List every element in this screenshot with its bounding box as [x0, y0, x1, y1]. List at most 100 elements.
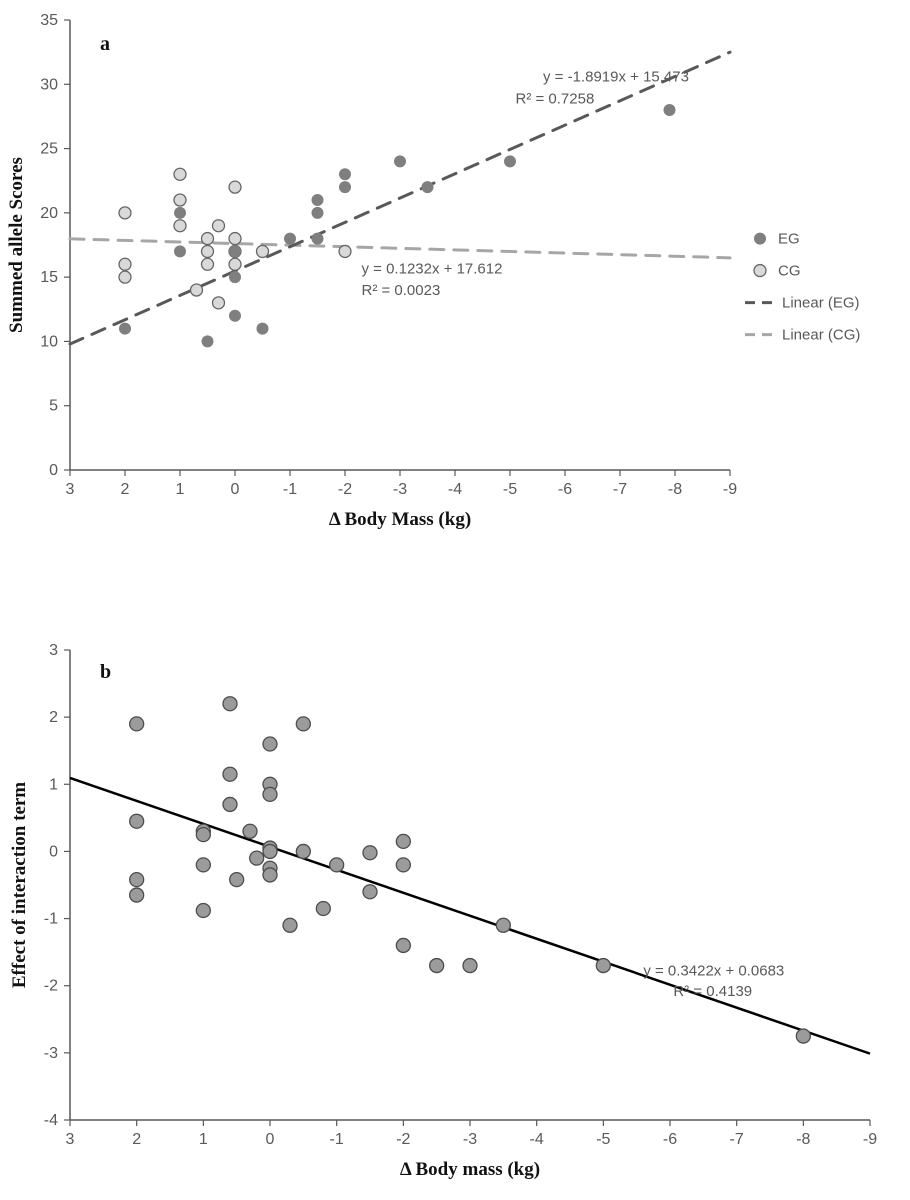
cg-point [257, 245, 269, 257]
cg-point [229, 181, 241, 193]
y-tick-label: -3 [44, 1045, 58, 1062]
eg-point [312, 194, 324, 206]
x-tick-label: -9 [863, 1131, 877, 1148]
y-tick-label: -1 [44, 911, 58, 928]
data-point [796, 1029, 810, 1043]
y-tick-label: 10 [40, 333, 58, 350]
eg-point [257, 323, 269, 335]
y-axis-label: Effect of interaction term [9, 782, 30, 988]
eg-point [312, 207, 324, 219]
data-point [596, 959, 610, 973]
x-tick-label: -8 [796, 1131, 810, 1148]
legend: EGCGLinear (EG)Linear (CG) [745, 231, 860, 344]
legend-linear-eg-label: Linear (EG) [782, 295, 860, 312]
eg-point [394, 155, 406, 167]
data-point [296, 844, 310, 858]
data-point [196, 828, 210, 842]
y-tick-label: 0 [49, 462, 58, 479]
x-tick-label: -9 [723, 481, 737, 498]
cg-point [213, 220, 225, 232]
eg-point [229, 245, 241, 257]
cg-point [202, 245, 214, 257]
x-tick-label: -8 [668, 481, 682, 498]
x-tick-label: 2 [132, 1131, 141, 1148]
x-tick-label: -4 [448, 481, 462, 498]
data-point [263, 844, 277, 858]
data-point [463, 959, 477, 973]
eg-point [202, 335, 214, 347]
y-tick-label: 0 [49, 843, 58, 860]
eg-point [174, 207, 186, 219]
eg-point [119, 323, 131, 335]
eg-point [422, 181, 434, 193]
eg-point [664, 104, 676, 116]
y-tick-label: 1 [49, 776, 58, 793]
legend-cg-label: CG [778, 263, 801, 280]
panel-letter-b: b [100, 661, 111, 683]
eq-line1: y = 0.3422x + 0.0683 [643, 963, 784, 980]
cg-point [191, 284, 203, 296]
cg-point [339, 245, 351, 257]
x-tick-label: 0 [266, 1131, 275, 1148]
y-tick-label: 15 [40, 269, 58, 286]
data-point [396, 938, 410, 952]
x-tick-label: -2 [338, 481, 352, 498]
panel-a: 051015202530353210-1-2-3-4-5-6-7-8-9Δ Bo… [6, 12, 860, 530]
y-tick-label: -2 [44, 978, 58, 995]
y-tick-label: 5 [49, 398, 58, 415]
x-tick-label: -1 [330, 1131, 344, 1148]
cg-point [202, 233, 214, 245]
data-point [223, 767, 237, 781]
y-tick-label: 2 [49, 709, 58, 726]
eg-point [174, 245, 186, 257]
eq-eg-line2: R² = 0.7258 [516, 91, 595, 108]
y-tick-label: -4 [44, 1112, 58, 1129]
x-tick-label: -2 [396, 1131, 410, 1148]
x-tick-label: -5 [596, 1131, 610, 1148]
eg-point [339, 181, 351, 193]
data-point [196, 858, 210, 872]
data-point [363, 885, 377, 899]
trend-line [70, 778, 870, 1054]
x-tick-label: 1 [176, 481, 185, 498]
data-point [130, 814, 144, 828]
cg-point [202, 258, 214, 270]
x-tick-label: -4 [530, 1131, 544, 1148]
cg-point [119, 258, 131, 270]
data-point [363, 846, 377, 860]
eg-point [229, 271, 241, 283]
eg-point [312, 233, 324, 245]
cg-point [229, 258, 241, 270]
data-point [250, 851, 264, 865]
cg-point [119, 207, 131, 219]
y-tick-label: 35 [40, 12, 58, 29]
data-point [223, 797, 237, 811]
trend-line-cg [70, 239, 730, 258]
y-tick-label: 25 [40, 141, 58, 158]
data-point [263, 737, 277, 751]
data-point [243, 824, 257, 838]
eq-eg-line1: y = -1.8919x + 15.473 [543, 69, 689, 86]
cg-point [174, 194, 186, 206]
x-axis-label: Δ Body mass (kg) [400, 1159, 540, 1180]
data-point [130, 717, 144, 731]
data-point [396, 834, 410, 848]
x-tick-label: -1 [283, 481, 297, 498]
eg-point [229, 310, 241, 322]
data-point [223, 697, 237, 711]
x-tick-label: -6 [558, 481, 572, 498]
panel-letter-a: a [100, 33, 110, 55]
eg-point [339, 168, 351, 180]
cg-point [229, 233, 241, 245]
y-axis-label: Summed allele Scores [6, 157, 27, 333]
data-point [330, 858, 344, 872]
x-tick-label: -3 [393, 481, 407, 498]
y-tick-label: 20 [40, 205, 58, 222]
x-tick-label: 3 [66, 1131, 75, 1148]
cg-point [119, 271, 131, 283]
x-tick-label: 0 [231, 481, 240, 498]
cg-point [174, 168, 186, 180]
x-tick-label: -7 [613, 481, 627, 498]
x-axis-label: Δ Body Mass (kg) [329, 509, 471, 530]
cg-point [174, 220, 186, 232]
